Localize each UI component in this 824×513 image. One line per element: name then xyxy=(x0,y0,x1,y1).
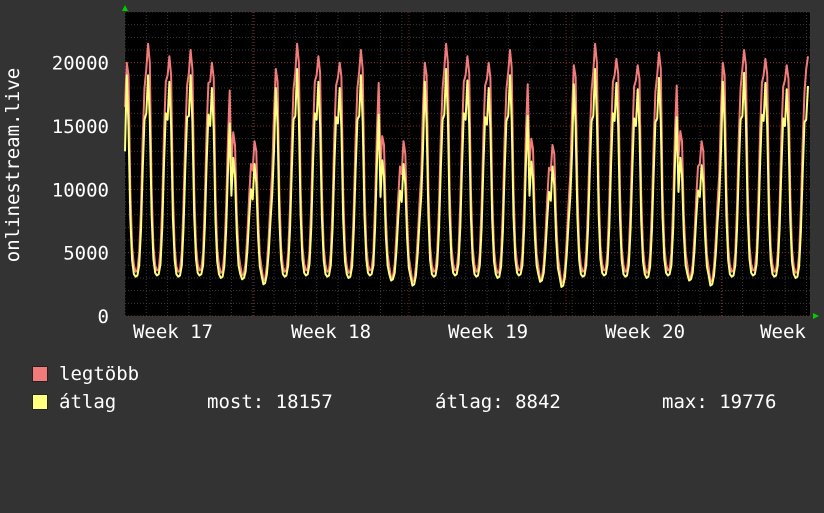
y-tick-label: 10000 xyxy=(52,179,109,201)
x-axis: Week 17 Week 18 Week 19 Week 20 Week xyxy=(133,321,806,343)
legend-item-max: legtöbb xyxy=(32,364,139,384)
legend-item-average: átlag most: 18157 átlag: 8842 max: 19776 xyxy=(32,392,812,412)
legend-label-average: átlag xyxy=(59,391,117,413)
y-tick-label: 20000 xyxy=(52,53,109,75)
x-tick-label: Week 20 xyxy=(605,321,685,343)
legend-swatch-average xyxy=(32,394,48,410)
y-tick-label: 0 xyxy=(98,306,109,328)
legend-swatch-max xyxy=(32,366,48,382)
y-tick-label: 15000 xyxy=(52,116,109,138)
series-line-average xyxy=(124,68,809,288)
x-tick-label: Week xyxy=(760,321,806,343)
stat-current: most: 18157 xyxy=(207,391,333,413)
x-tick-label: Week 17 xyxy=(133,321,213,343)
y-axis: 0 5000 10000 15000 20000 xyxy=(52,53,109,328)
y-axis-label: onlinestream.live xyxy=(2,68,24,262)
legend-label-max: legtöbb xyxy=(59,363,140,385)
y-axis-arrow xyxy=(122,5,128,11)
x-axis-arrow xyxy=(813,313,819,319)
x-tick-label: Week 18 xyxy=(291,321,371,343)
axis-arrows xyxy=(122,5,819,319)
series-group xyxy=(124,42,809,288)
stat-max: max: 19776 xyxy=(662,391,777,413)
y-tick-label: 5000 xyxy=(63,243,109,265)
stat-average: átlag: 8842 xyxy=(435,391,561,413)
x-tick-label: Week 19 xyxy=(448,321,528,343)
